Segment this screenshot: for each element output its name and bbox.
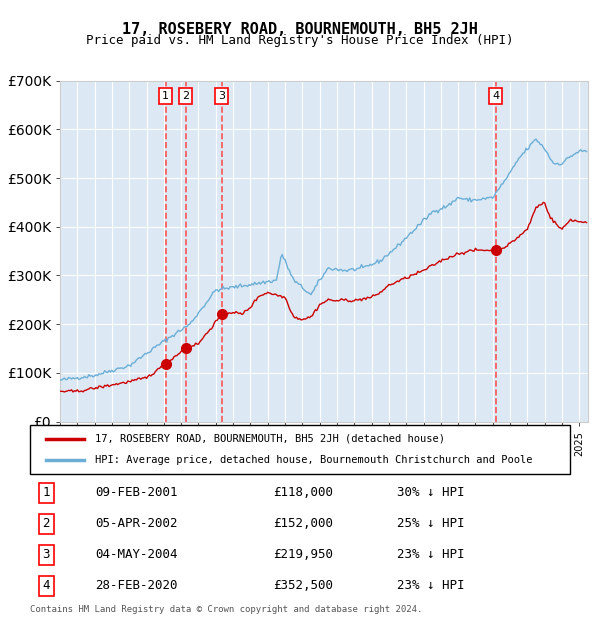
Text: 4: 4	[492, 91, 499, 101]
FancyBboxPatch shape	[30, 425, 570, 474]
Text: Price paid vs. HM Land Registry's House Price Index (HPI): Price paid vs. HM Land Registry's House …	[86, 34, 514, 47]
Text: £219,950: £219,950	[273, 549, 333, 561]
Text: 17, ROSEBERY ROAD, BOURNEMOUTH, BH5 2JH (detached house): 17, ROSEBERY ROAD, BOURNEMOUTH, BH5 2JH …	[95, 433, 445, 443]
Text: 09-FEB-2001: 09-FEB-2001	[95, 487, 178, 499]
Text: 4: 4	[43, 580, 50, 592]
Text: £152,000: £152,000	[273, 518, 333, 530]
Text: 23% ↓ HPI: 23% ↓ HPI	[397, 580, 465, 592]
Text: 17, ROSEBERY ROAD, BOURNEMOUTH, BH5 2JH: 17, ROSEBERY ROAD, BOURNEMOUTH, BH5 2JH	[122, 22, 478, 37]
Text: 1: 1	[43, 487, 50, 499]
Text: 3: 3	[218, 91, 225, 101]
Text: Contains HM Land Registry data © Crown copyright and database right 2024.: Contains HM Land Registry data © Crown c…	[30, 604, 422, 614]
Text: £352,500: £352,500	[273, 580, 333, 592]
Text: 28-FEB-2020: 28-FEB-2020	[95, 580, 178, 592]
Text: 2: 2	[43, 518, 50, 530]
Text: HPI: Average price, detached house, Bournemouth Christchurch and Poole: HPI: Average price, detached house, Bour…	[95, 456, 532, 466]
Text: 3: 3	[43, 549, 50, 561]
Text: 23% ↓ HPI: 23% ↓ HPI	[397, 549, 465, 561]
Text: 04-MAY-2004: 04-MAY-2004	[95, 549, 178, 561]
Text: 05-APR-2002: 05-APR-2002	[95, 518, 178, 530]
Text: 1: 1	[162, 91, 169, 101]
Text: £118,000: £118,000	[273, 487, 333, 499]
Text: 2: 2	[182, 91, 189, 101]
Text: 30% ↓ HPI: 30% ↓ HPI	[397, 487, 465, 499]
Text: 25% ↓ HPI: 25% ↓ HPI	[397, 518, 465, 530]
